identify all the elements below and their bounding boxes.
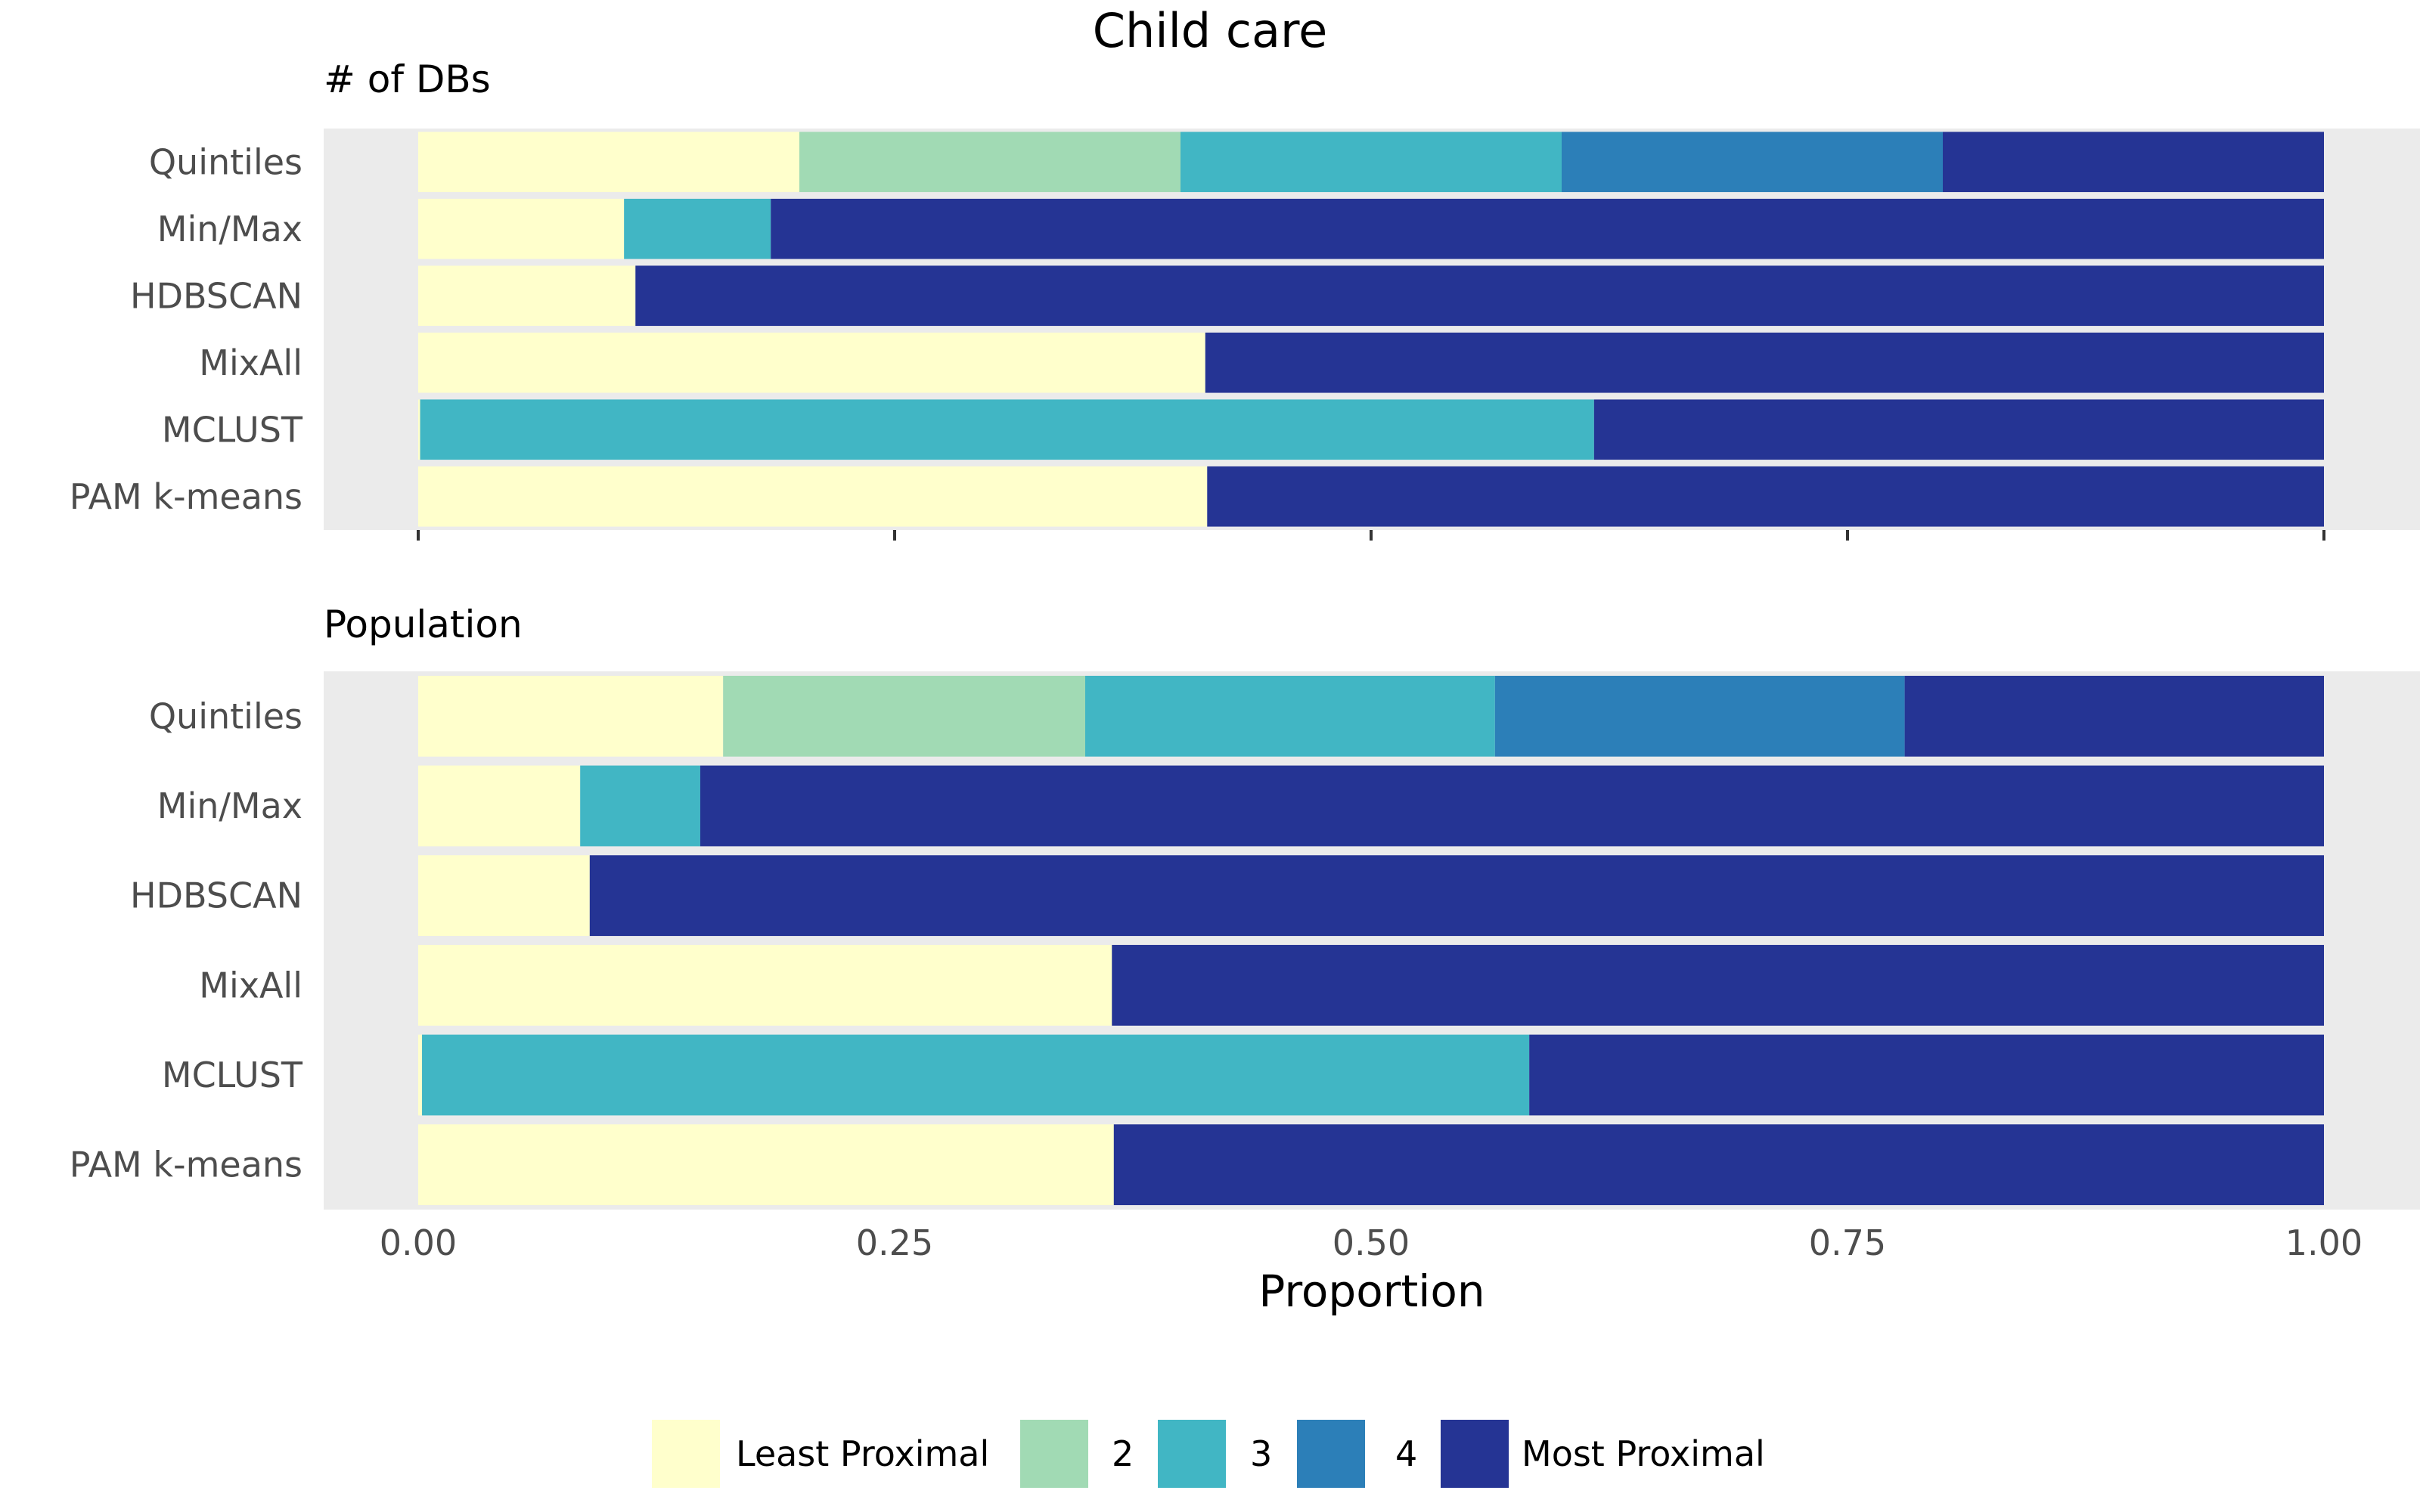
bar-segment-quintiles-most-proximal	[1943, 132, 2324, 193]
bar-segment-min-max-most-proximal	[700, 765, 2325, 847]
y-tick-label: HDBSCAN	[130, 275, 302, 316]
x-tick-label: 0.50	[1333, 1222, 1410, 1263]
bar-segment-mclust-most-proximal	[1593, 399, 2324, 460]
legend: Least Proximal 2 3 4 Most Proximal	[650, 1418, 1765, 1489]
y-tick-label: HDBSCAN	[130, 875, 302, 916]
bar-segment-pam-k-means-least-proximal	[418, 1124, 1114, 1206]
bar-segment-quintiles-most-proximal	[1904, 675, 2324, 757]
panel-of-dbs: # of DBs Quintiles Min/Max HDBSCAN MixAll MCL…	[70, 57, 2420, 541]
bar-segment-min-max-3	[624, 198, 771, 259]
bar-segment-quintiles-3	[1181, 132, 1562, 193]
panel-population: Population Quintiles Min/Max HDBSCAN MixAll M…	[70, 603, 2420, 1263]
y-tick-label: PAM k-means	[70, 476, 302, 517]
y-tick-label: PAM k-means	[70, 1145, 302, 1185]
x-tick-label: 0.75	[1809, 1222, 1886, 1263]
bar-segment-pam-k-means-most-proximal	[1113, 1124, 2324, 1206]
bar-segment-mclust-3	[422, 1034, 1530, 1116]
bar-segment-mixall-most-proximal	[1112, 944, 2324, 1026]
x-axis-label: Proportion	[1258, 1266, 1485, 1317]
y-tick-label: Min/Max	[157, 785, 302, 826]
bar-segment-mclust-3	[420, 399, 1594, 460]
legend-label: 2	[1112, 1433, 1134, 1474]
y-tick-label: MCLUST	[162, 1055, 303, 1095]
y-tick-label: Quintiles	[149, 141, 302, 182]
legend-item-least-proximal: Least Proximal	[650, 1418, 989, 1489]
chart-title: Child care	[1093, 3, 1327, 58]
legend-item-2: 2	[1019, 1418, 1134, 1489]
bar-segment-min-max-3	[580, 765, 700, 847]
legend-label: 4	[1395, 1433, 1417, 1474]
panel-title: Population	[324, 603, 523, 646]
bar-segment-quintiles-least-proximal	[418, 132, 799, 193]
bar-segment-mixall-most-proximal	[1205, 332, 2324, 393]
bar-segment-mclust-least-proximal	[418, 399, 420, 460]
bar-segment-hdbscan-most-proximal	[589, 855, 2324, 937]
bar-segment-min-max-least-proximal	[418, 198, 625, 259]
bar-segment-hdbscan-most-proximal	[635, 265, 2324, 327]
legend-item-3: 3	[1156, 1418, 1272, 1489]
bar-segment-pam-k-means-least-proximal	[418, 466, 1208, 527]
y-tick-label: MixAll	[199, 342, 302, 383]
x-tick-label: 1.00	[2285, 1222, 2363, 1263]
bar-segment-mixall-least-proximal	[418, 332, 1205, 393]
bar-segment-quintiles-3	[1085, 675, 1495, 757]
bar-segment-quintiles-least-proximal	[418, 675, 724, 757]
bar-segment-hdbscan-least-proximal	[418, 265, 636, 327]
legend-label: 3	[1250, 1433, 1272, 1474]
bar-segment-quintiles-2	[723, 675, 1085, 757]
bar-segment-min-max-least-proximal	[418, 765, 581, 847]
plot-background	[324, 129, 2420, 530]
legend-label: Most Proximal	[1522, 1433, 1765, 1474]
bar-segment-mclust-least-proximal	[418, 1034, 423, 1116]
legend-swatch	[650, 1418, 721, 1489]
x-tick-label: 0.25	[856, 1222, 933, 1263]
bar-segment-mixall-least-proximal	[418, 944, 1112, 1026]
bar-segment-quintiles-2	[799, 132, 1181, 193]
legend-swatch	[1019, 1418, 1090, 1489]
legend-swatch	[1156, 1418, 1227, 1489]
y-tick-label: MixAll	[199, 965, 302, 1005]
legend-swatch	[1295, 1418, 1367, 1489]
legend-item-most-proximal: Most Proximal	[1439, 1418, 1765, 1489]
bar-segment-quintiles-4	[1562, 132, 1943, 193]
x-tick-label: 0.00	[380, 1222, 457, 1263]
y-tick-label: Min/Max	[157, 209, 302, 249]
bar-segment-pam-k-means-most-proximal	[1207, 466, 2324, 527]
y-tick-label: MCLUST	[162, 409, 303, 450]
bar-segment-min-max-most-proximal	[771, 198, 2325, 259]
panel-title: # of DBs	[324, 57, 491, 101]
y-tick-label: Quintiles	[149, 696, 302, 736]
panels: # of DBs Quintiles Min/Max HDBSCAN MixAll MCL…	[70, 57, 2420, 1263]
bar-segment-quintiles-4	[1494, 675, 1905, 757]
plot-background	[324, 671, 2420, 1210]
bar-segment-mclust-most-proximal	[1529, 1034, 2324, 1116]
legend-label: Least Proximal	[736, 1433, 989, 1474]
bar-segment-hdbscan-least-proximal	[418, 855, 590, 937]
legend-item-4: 4	[1295, 1418, 1417, 1489]
legend-swatch	[1439, 1418, 1510, 1489]
